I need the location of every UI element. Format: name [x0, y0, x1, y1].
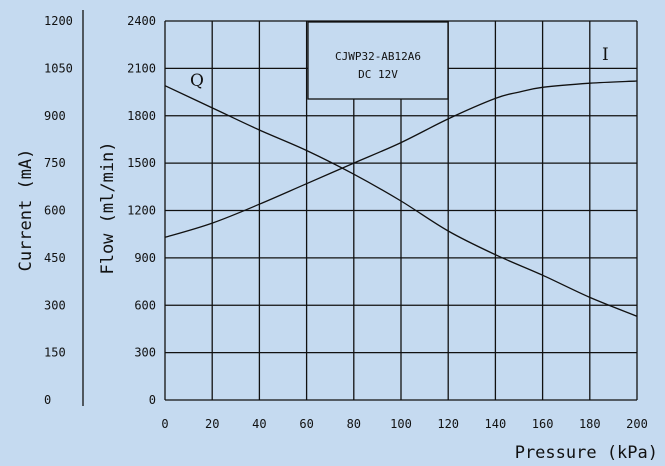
current-tick-labels: 0 150 300 450 600 750 900 1050 1200 — [44, 14, 73, 407]
curves — [164, 80, 638, 317]
flow-tick-label: 2100 — [127, 61, 156, 75]
model-label-box — [307, 21, 449, 100]
x-tick-label: 80 — [347, 417, 361, 431]
x-tick-labels: 0 20 40 60 80 100 120 140 160 180 200 — [161, 417, 647, 431]
flow-tick-label: 0 — [149, 393, 156, 407]
flow-tick-label: 300 — [134, 346, 156, 360]
model-label-line1: CJWP32-AB12A6 — [335, 50, 421, 63]
current-tick-label: 450 — [44, 251, 66, 265]
series-label-q: Q — [190, 71, 204, 91]
x-tick-label: 20 — [205, 417, 219, 431]
x-tick-label: 120 — [437, 417, 459, 431]
current-axis-title: Current (mA) — [16, 149, 36, 272]
current-tick-label: 1050 — [44, 61, 73, 75]
flow-tick-label: 1200 — [127, 204, 156, 218]
x-tick-label: 100 — [390, 417, 412, 431]
x-tick-label: 200 — [626, 417, 648, 431]
flow-tick-labels: 0 300 600 900 1200 1500 1800 2100 2400 — [127, 14, 156, 407]
flow-axis-title: Flow (ml/min) — [98, 141, 118, 274]
x-tick-label: 180 — [579, 417, 601, 431]
x-tick-label: 140 — [485, 417, 507, 431]
x-tick-label: 60 — [299, 417, 313, 431]
x-tick-label: 160 — [532, 417, 554, 431]
series-line-q — [164, 85, 638, 317]
series-line-i — [164, 80, 638, 238]
current-tick-label: 900 — [44, 109, 66, 123]
series-label-i: I — [602, 45, 609, 65]
flow-tick-label: 1800 — [127, 109, 156, 123]
current-tick-label: 600 — [44, 204, 66, 218]
current-tick-label: 750 — [44, 156, 66, 170]
flow-tick-label: 1500 — [127, 156, 156, 170]
flow-tick-label: 600 — [134, 298, 156, 312]
current-tick-label: 150 — [44, 346, 66, 360]
x-axis-title: Pressure (kPa) — [515, 443, 658, 463]
flow-tick-label: 900 — [134, 251, 156, 265]
grid — [164, 20, 638, 401]
x-tick-label: 0 — [161, 417, 168, 431]
current-tick-label: 1200 — [44, 14, 73, 28]
x-tick-label: 40 — [252, 417, 266, 431]
current-tick-label: 0 — [44, 393, 51, 407]
model-label-line2: DC 12V — [358, 68, 398, 81]
flow-tick-label: 2400 — [127, 14, 156, 28]
current-tick-label: 300 — [44, 298, 66, 312]
